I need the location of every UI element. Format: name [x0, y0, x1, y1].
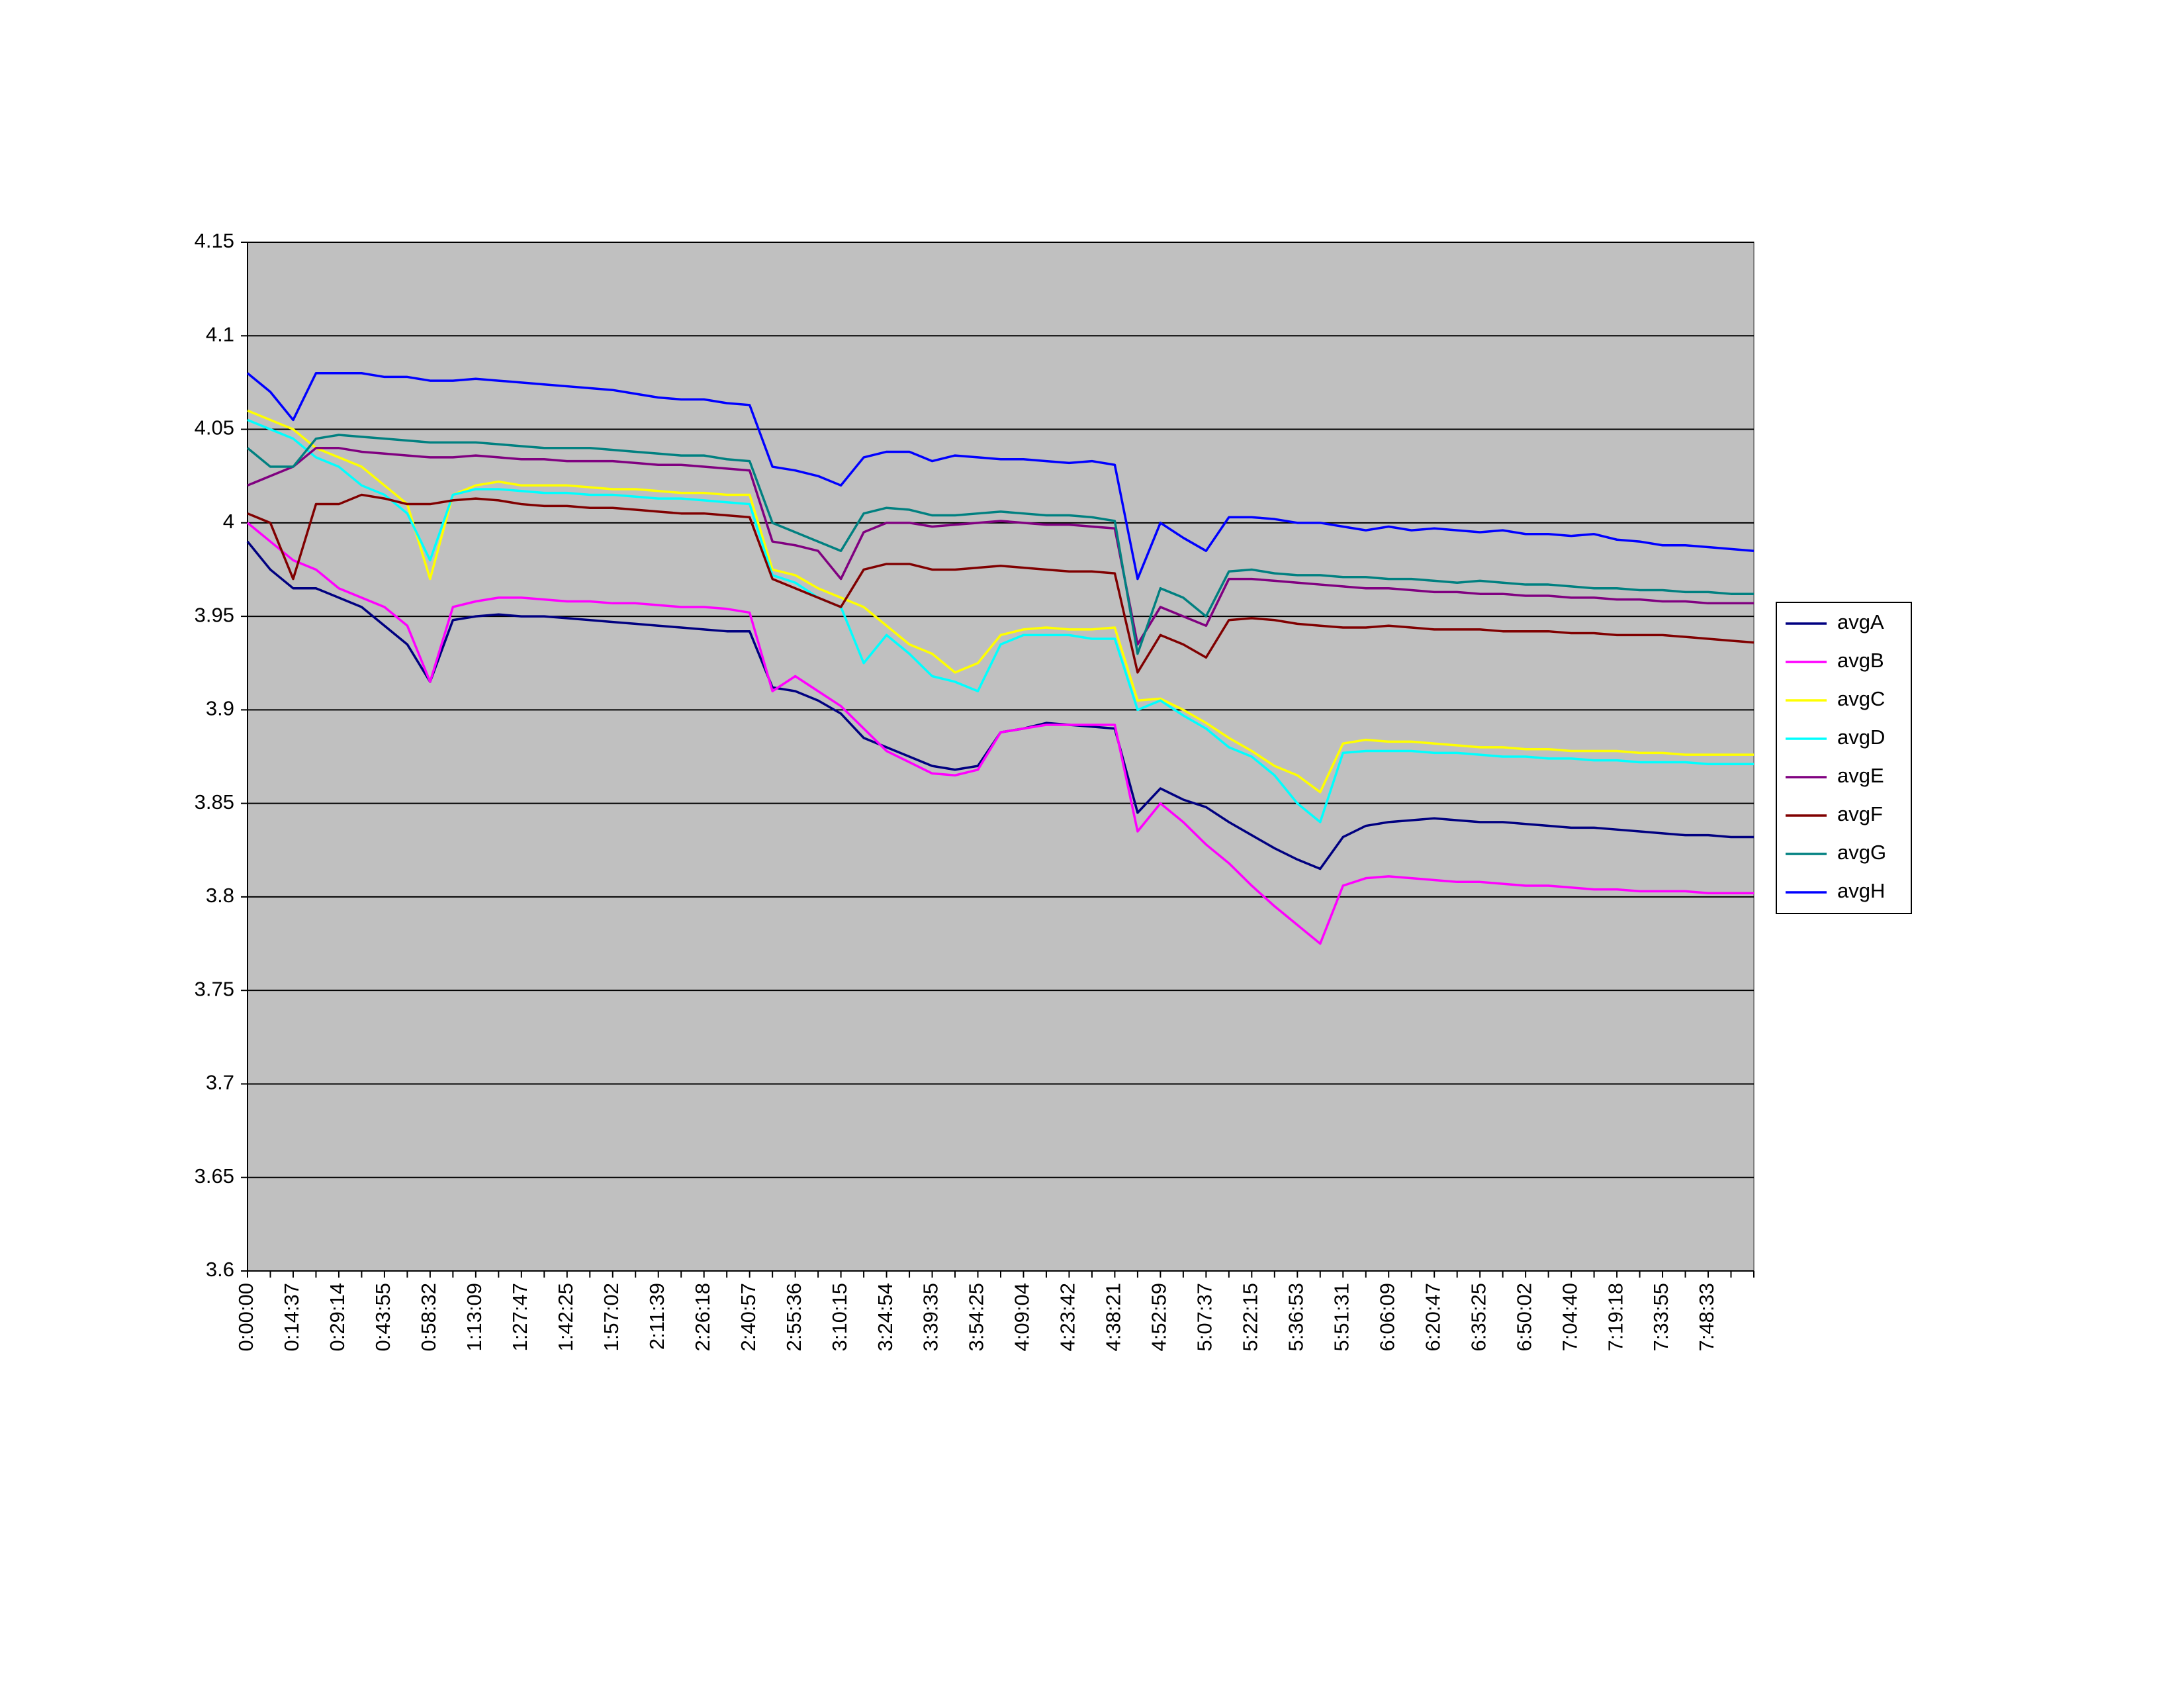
y-tick-label: 4.05 [195, 416, 234, 440]
y-tick-label: 3.85 [195, 790, 234, 814]
x-tick-label: 0:14:37 [280, 1283, 303, 1351]
x-tick-label: 4:09:04 [1011, 1283, 1034, 1351]
x-tick-label: 3:54:25 [965, 1283, 988, 1351]
x-tick-label: 6:35:25 [1467, 1283, 1490, 1351]
legend-label: avgA [1837, 610, 1884, 633]
x-tick-label: 5:51:31 [1330, 1283, 1353, 1351]
series-line [246, 522, 1754, 945]
legend-label: avgD [1837, 726, 1885, 749]
y-tick-label: 3.7 [206, 1071, 234, 1094]
x-tick-label: 2:11:39 [645, 1283, 668, 1350]
series-line [246, 372, 1754, 581]
x-tick-label: 6:06:09 [1375, 1283, 1398, 1351]
x-tick-label: 6:50:02 [1512, 1283, 1535, 1351]
series-line [247, 418, 1754, 823]
x-tick-label: 5:07:37 [1193, 1283, 1216, 1351]
x-tick-label: 5:36:53 [1284, 1283, 1307, 1351]
y-tick-label: 3.75 [195, 977, 234, 1000]
x-tick-label: 3:39:35 [919, 1283, 942, 1351]
y-tick-label: 3.95 [195, 603, 234, 626]
y-tick-label: 3.65 [195, 1164, 234, 1188]
series-line [247, 447, 1754, 646]
x-tick-label: 1:42:25 [554, 1283, 577, 1351]
x-tick-label: 3:10:15 [828, 1283, 851, 1351]
x-tick-label: 1:13:09 [463, 1283, 486, 1351]
x-tick-label: 4:52:59 [1148, 1283, 1171, 1351]
y-tick-label: 3.6 [206, 1258, 234, 1281]
x-tick-label: 2:26:18 [691, 1283, 714, 1351]
x-tick-label: 1:57:02 [600, 1283, 623, 1351]
x-tick-label: 0:29:14 [326, 1283, 349, 1351]
legend-label: avgF [1837, 802, 1883, 825]
x-tick-label: 7:48:33 [1695, 1283, 1718, 1351]
x-tick-label: 4:38:21 [1102, 1283, 1125, 1351]
y-tick-label: 4.1 [206, 322, 234, 346]
x-tick-label: 2:55:36 [782, 1283, 805, 1351]
series-line [247, 493, 1754, 674]
x-tick-label: 3:24:54 [874, 1283, 897, 1351]
x-tick-label: 0:00:00 [234, 1283, 257, 1351]
y-tick-label: 3.9 [206, 697, 234, 720]
x-tick-label: 4:23:42 [1056, 1283, 1079, 1351]
legend-label: avgE [1837, 764, 1884, 787]
y-tick-label: 4 [223, 510, 234, 533]
x-tick-label: 7:04:40 [1558, 1283, 1581, 1351]
x-tick-label: 6:20:47 [1421, 1283, 1444, 1351]
x-tick-label: 5:22:15 [1239, 1283, 1262, 1351]
legend-label: avgC [1837, 687, 1885, 710]
x-tick-label: 7:19:18 [1604, 1283, 1627, 1351]
legend-label: avgB [1837, 649, 1884, 672]
x-tick-label: 1:27:47 [508, 1283, 531, 1351]
y-tick-label: 4.15 [195, 229, 234, 252]
legend-label: avgH [1837, 879, 1885, 902]
legend-box [1776, 602, 1912, 914]
series-line [246, 434, 1754, 655]
x-tick-label: 0:43:55 [371, 1283, 394, 1351]
x-tick-label: 7:33:55 [1649, 1283, 1672, 1351]
series-line [247, 409, 1754, 794]
legend-label: avgG [1837, 841, 1886, 864]
x-tick-label: 2:40:57 [737, 1283, 760, 1351]
y-tick-label: 3.8 [206, 884, 234, 907]
x-tick-label: 0:58:32 [417, 1283, 440, 1351]
